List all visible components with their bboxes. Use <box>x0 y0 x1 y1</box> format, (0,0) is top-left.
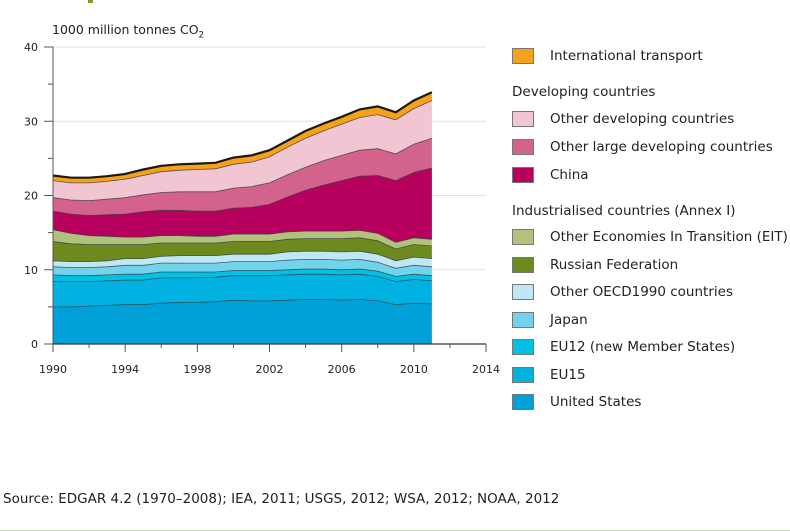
legend-swatch-united-states <box>512 394 534 410</box>
line-other-developing-countries <box>52 100 433 184</box>
line-other-economies-in-transition-eit <box>52 229 432 243</box>
y-tick-label: 10 <box>24 264 38 277</box>
y-tick-label: 20 <box>24 190 38 203</box>
legend-label: Other Economies In Transition (EIT) <box>550 229 788 245</box>
line-russian-federation <box>52 237 432 250</box>
area-japan <box>53 259 432 277</box>
legend-swatch-china <box>512 167 534 183</box>
legend-swatch-other-eit <box>512 229 534 245</box>
line-china <box>52 167 432 216</box>
area-united-states <box>53 299 432 344</box>
area-russian-federation <box>53 237 432 262</box>
legend-item-russian-federation: Russian Federation <box>512 255 678 275</box>
x-tick-label: 1994 <box>111 363 139 376</box>
legend-label: International transport <box>550 48 703 64</box>
area-series <box>52 91 433 344</box>
legend-label: United States <box>550 394 642 410</box>
legend-label: Russian Federation <box>550 257 679 273</box>
x-tick-label: 1990 <box>39 363 67 376</box>
legend-swatch-russian-federation <box>512 257 534 273</box>
area-other-oecd1990-countries <box>53 251 432 269</box>
y-tick-label: 30 <box>24 115 38 128</box>
legend-label: Japan <box>550 312 588 328</box>
line-united-states <box>53 298 432 308</box>
line-eu15 <box>53 273 432 283</box>
x-tick-label: 2014 <box>472 363 500 376</box>
legend-label: China <box>550 167 589 183</box>
area-other-developing-countries <box>53 100 432 201</box>
line-eu12-new-member-states <box>52 268 432 277</box>
legend-swatch-other-developing <box>512 111 534 127</box>
legend-item-other-eit: Other Economies In Transition (EIT) <box>512 227 788 247</box>
legend-swatch-eu15 <box>512 367 534 383</box>
x-tick-label: 1998 <box>183 363 211 376</box>
legend-item-international-transport: International transport <box>512 46 703 66</box>
area-china <box>53 168 432 243</box>
line-other-oecd1990-countries <box>52 250 432 262</box>
header-accent-mark <box>88 0 93 3</box>
legend-item-china: China <box>512 165 589 185</box>
legend-item-united-states: United States <box>512 392 641 412</box>
legend-item-japan: Japan <box>512 310 588 330</box>
legend-label: Other OECD1990 countries <box>550 284 733 300</box>
legend-label: Other developing countries <box>550 111 735 127</box>
axes: 0 10 20 30 40 1990 1994 1998 2002 2006 2010 2014 <box>24 41 500 376</box>
legend-label: Other large developing countries <box>550 139 773 155</box>
legend-item-other-oecd: Other OECD1990 countries <box>512 282 733 302</box>
area-eu15 <box>53 274 432 307</box>
y-axis-unit-label: 1000 million tonnes CO2 <box>52 22 204 41</box>
legend-item-eu12: EU12 (new Member States) <box>512 337 735 357</box>
area-other-economies-in-transition-eit <box>53 229 432 249</box>
x-tick-label: 2006 <box>328 363 356 376</box>
legend-swatch-other-large-developing <box>512 139 534 155</box>
source-note: Source: EDGAR 4.2 (1970–2008); IEA, 2011… <box>3 491 560 507</box>
area-eu12-new-member-states <box>53 269 432 282</box>
y-tick-label: 0 <box>31 338 38 351</box>
legend-heading-developing: Developing countries <box>512 84 656 100</box>
legend-swatch-japan <box>512 312 534 328</box>
y-tick-label: 40 <box>24 41 38 54</box>
legend-label: EU12 (new Member States) <box>550 339 736 355</box>
x-tick-label: 2002 <box>256 363 284 376</box>
y-axis-unit-text: 1000 million tonnes CO <box>52 22 199 37</box>
legend-heading-industrialised: Industrialised countries (Annex I) <box>512 203 736 219</box>
line-japan <box>52 258 432 269</box>
legend-swatch-eu12 <box>512 339 534 355</box>
line-international-transport <box>52 91 433 179</box>
legend-item-other-large-developing: Other large developing countries <box>512 137 773 157</box>
legend-swatch-international-transport <box>512 48 534 64</box>
legend-swatch-other-oecd <box>512 284 534 300</box>
legend-label: EU15 <box>550 367 586 383</box>
area-other-large-developing-countries <box>53 138 432 216</box>
line-other-large-developing-countries <box>52 137 433 202</box>
x-tick-label: 2010 <box>400 363 428 376</box>
y-axis-unit-subscript: 2 <box>198 30 205 41</box>
legend-item-eu15: EU15 <box>512 365 586 385</box>
legend-item-other-developing: Other developing countries <box>512 109 734 129</box>
